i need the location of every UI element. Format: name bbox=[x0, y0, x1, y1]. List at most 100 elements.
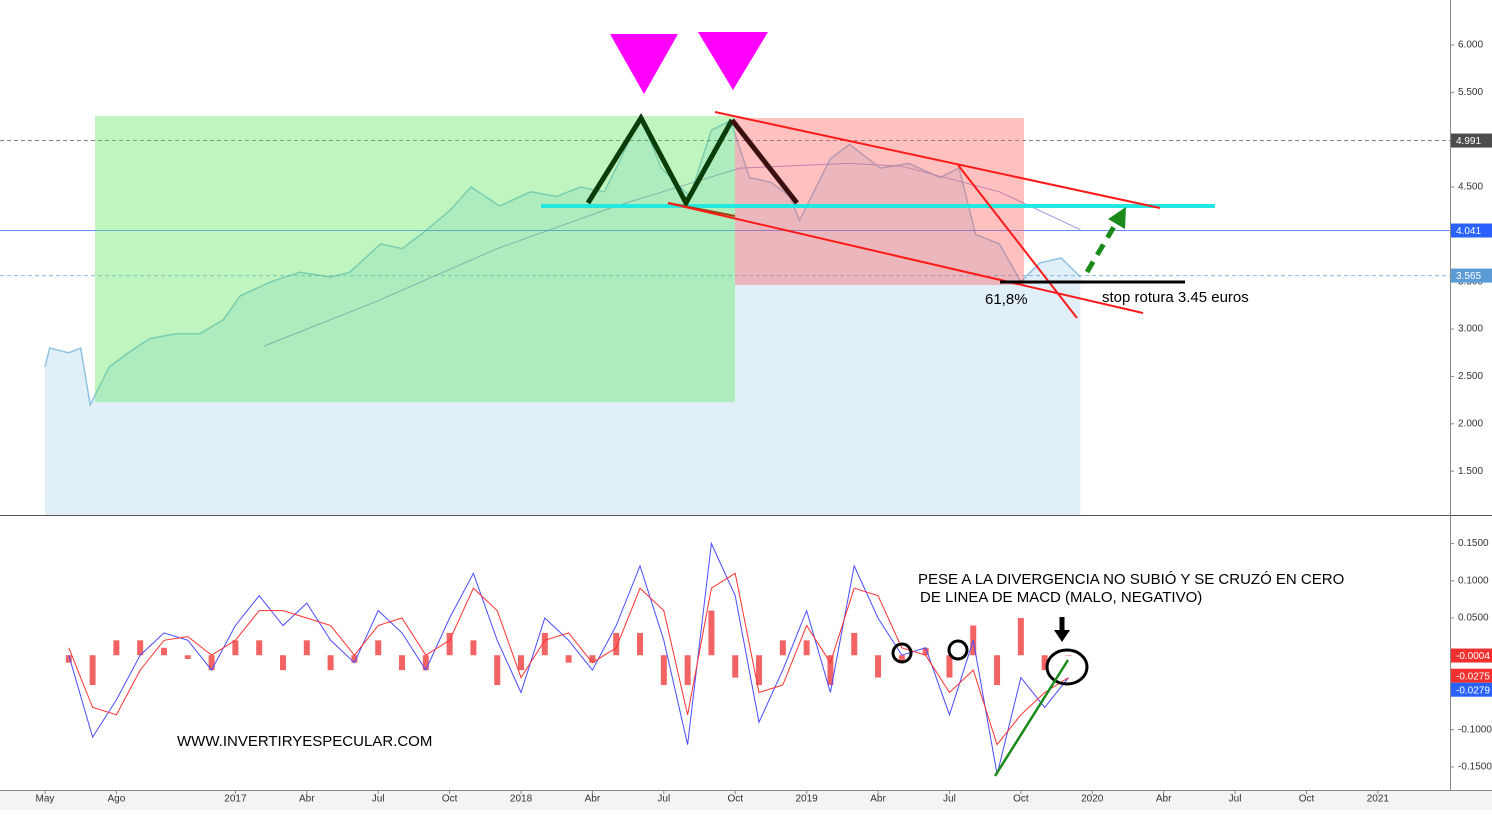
price-badge bbox=[1451, 668, 1492, 683]
histogram-bar bbox=[160, 647, 167, 656]
x-tick-label: 2020 bbox=[1081, 794, 1104, 805]
histogram-bar bbox=[375, 640, 382, 656]
series-line bbox=[68, 572, 1069, 746]
histogram-bar bbox=[351, 655, 358, 663]
histogram-bar bbox=[137, 640, 144, 656]
y-tick-label: 3.000 bbox=[1458, 324, 1483, 335]
annotation: PESE A LA DIVERGENCIA NO SUBIÓ Y SE CRUZ… bbox=[918, 571, 1344, 588]
x-tick-label: Jul bbox=[657, 794, 670, 805]
top-marker bbox=[698, 32, 768, 90]
series-line bbox=[68, 541, 1069, 775]
highlight-circle bbox=[891, 642, 913, 664]
y-tick-label: 0.0500 bbox=[1458, 613, 1489, 624]
top-marker bbox=[610, 34, 678, 94]
target-arrow bbox=[1084, 218, 1121, 274]
price-badge-label: 4.041 bbox=[1456, 226, 1481, 237]
y-tick-label: 2.500 bbox=[1458, 371, 1483, 382]
price-badge-label: 3.565 bbox=[1456, 271, 1481, 282]
histogram-bar bbox=[208, 655, 215, 671]
x-tick-label: 2018 bbox=[510, 794, 533, 805]
histogram-bar bbox=[732, 655, 739, 678]
histogram-bar bbox=[756, 655, 763, 686]
histogram-bar bbox=[565, 655, 572, 663]
x-tick-label: Abr bbox=[870, 794, 886, 805]
histogram-bar bbox=[422, 655, 429, 671]
y-tick-label: 4.500 bbox=[1458, 182, 1483, 193]
histogram-bar bbox=[1065, 655, 1072, 656]
time-axis bbox=[0, 790, 1492, 810]
histogram-bar bbox=[303, 640, 310, 656]
histogram-bar bbox=[589, 655, 596, 663]
x-tick-label: 2017 bbox=[224, 794, 247, 805]
x-tick-label: May bbox=[36, 794, 55, 805]
histogram-bar bbox=[827, 655, 834, 686]
price-badge bbox=[1451, 682, 1492, 697]
price-badge-label: -0.0275 bbox=[1456, 671, 1490, 682]
price-badge-label: -0.0004 bbox=[1456, 651, 1490, 662]
x-tick-label: 2019 bbox=[796, 794, 819, 805]
histogram-bar bbox=[779, 640, 786, 656]
watermark: WWW.INVERTIRYESPECULAR.COM bbox=[177, 733, 432, 750]
macd-layer: 0.1500 0.1000 0.0500 -0.1000 -0.1500 May Ago 20… bbox=[36, 538, 1492, 805]
x-tick-label: Abr bbox=[299, 794, 315, 805]
histogram-bar bbox=[803, 640, 810, 656]
annotation: stop rotura 3.45 euros bbox=[1102, 289, 1249, 306]
y-tick-label: 2.000 bbox=[1458, 418, 1483, 429]
double-top bbox=[730, 118, 799, 205]
channel-line bbox=[667, 202, 1144, 314]
histogram-bar bbox=[946, 655, 953, 678]
histogram-bar bbox=[541, 632, 548, 656]
histogram-bar bbox=[851, 632, 858, 656]
histogram-bar bbox=[89, 655, 96, 686]
y-tick-label: 1.500 bbox=[1458, 466, 1483, 477]
price-badge bbox=[1451, 223, 1492, 238]
x-tick-label: Abr bbox=[585, 794, 601, 805]
histogram-bar bbox=[708, 610, 715, 656]
y-tick-label: -0.1500 bbox=[1458, 762, 1492, 773]
bull-zone bbox=[95, 116, 735, 402]
target-arrow-head bbox=[1108, 207, 1126, 229]
histogram-bar bbox=[256, 640, 263, 656]
highlight-circle bbox=[1045, 648, 1089, 686]
price-badge bbox=[1451, 648, 1492, 663]
bear-zone bbox=[735, 118, 1024, 285]
x-tick-label: Ago bbox=[107, 794, 125, 805]
price-area bbox=[44, 116, 1081, 515]
y-tick-label: -0.1000 bbox=[1458, 724, 1492, 735]
series-line bbox=[263, 162, 1081, 347]
x-tick-label: Jul bbox=[1229, 794, 1242, 805]
histogram-bar bbox=[113, 640, 120, 656]
histogram-bar bbox=[637, 632, 644, 656]
histogram-bar bbox=[898, 655, 905, 663]
y-tick-label: 6.000 bbox=[1458, 40, 1483, 51]
histogram-bar bbox=[875, 655, 882, 678]
histogram-bar bbox=[684, 655, 691, 686]
x-tick-label: Abr bbox=[1156, 794, 1172, 805]
histogram-bar bbox=[399, 655, 406, 671]
histogram-bar bbox=[232, 640, 239, 656]
x-tick-label: Oct bbox=[1013, 794, 1029, 805]
highlight-circle bbox=[947, 639, 969, 661]
price-badge bbox=[1451, 268, 1492, 283]
y-tick-label: 0.1000 bbox=[1458, 575, 1489, 586]
x-tick-label: Oct bbox=[727, 794, 743, 805]
x-tick-label: 2021 bbox=[1367, 794, 1390, 805]
histogram-bar bbox=[65, 655, 72, 663]
pointer-arrow-head bbox=[1054, 630, 1070, 642]
price-badge-label: -0.0279 bbox=[1456, 685, 1490, 696]
histogram-bar bbox=[518, 655, 525, 671]
annotation: 61,8% bbox=[985, 291, 1028, 308]
histogram-bar bbox=[470, 640, 477, 656]
histogram-bar bbox=[184, 655, 191, 659]
histogram-bar bbox=[446, 632, 453, 656]
histogram-bar bbox=[1041, 655, 1048, 671]
histogram-bar bbox=[994, 655, 1001, 686]
histogram-bar bbox=[613, 632, 620, 656]
histogram-bar bbox=[1017, 618, 1024, 656]
x-tick-label: Oct bbox=[442, 794, 458, 805]
trend-line bbox=[957, 164, 1078, 319]
double-top bbox=[585, 112, 735, 209]
annotation: DE LINEA DE MACD (MALO, NEGATIVO) bbox=[920, 589, 1202, 606]
histogram-bar bbox=[280, 655, 287, 671]
